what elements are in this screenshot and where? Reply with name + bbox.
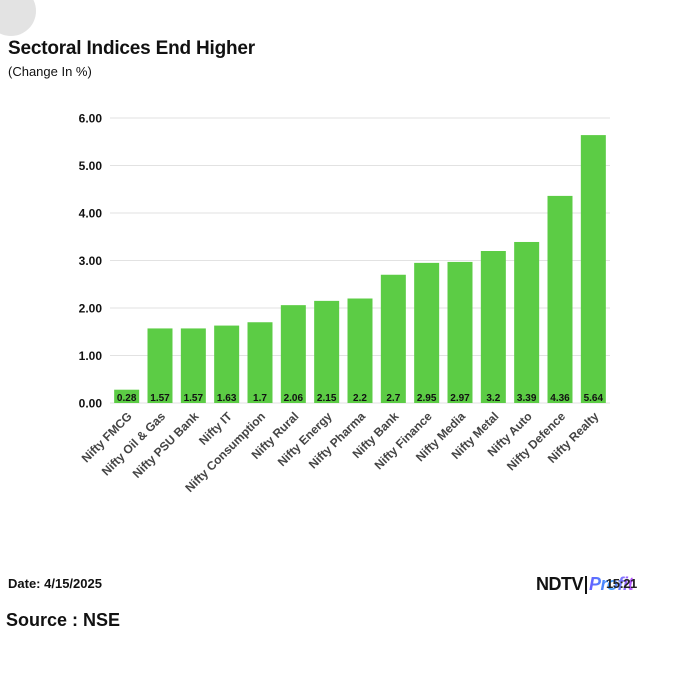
data-label: 1.7 <box>253 393 267 404</box>
data-label: 2.7 <box>386 393 400 404</box>
y-axis: 0.00 1.00 2.00 3.00 4.00 5.00 6.00 <box>79 112 103 411</box>
data-label: 2.06 <box>284 393 304 404</box>
bar <box>214 325 240 403</box>
bar-chart: 0.00 1.00 2.00 3.00 4.00 5.00 6.00 0.28 1.57 1.5… <box>79 112 610 495</box>
data-label: 1.57 <box>184 393 204 404</box>
source-label: Source : NSE <box>6 610 121 630</box>
ndtv-profit-logo: NDTV Profit 15:21 <box>536 574 637 595</box>
data-label: 1.57 <box>150 393 170 404</box>
data-label: 2.2 <box>353 393 367 404</box>
bar <box>447 261 473 403</box>
y-tick-label: 5.00 <box>79 159 103 173</box>
bar <box>280 305 306 403</box>
bar <box>547 195 573 403</box>
data-label: 2.95 <box>417 393 437 404</box>
y-tick-label: 1.00 <box>79 349 103 363</box>
y-tick-label: 6.00 <box>79 112 103 126</box>
bar <box>147 328 173 403</box>
chart-subtitle: (Change In %) <box>8 64 92 79</box>
y-tick-label: 3.00 <box>79 254 103 268</box>
bars: 0.28 1.57 1.57 1.63 1.7 2.06 2.15 2.2 2.7 2.95 2.9… <box>114 135 606 404</box>
data-label: 0.28 <box>117 393 137 404</box>
logo-divider <box>585 575 587 594</box>
data-label: 5.64 <box>584 393 604 404</box>
bar <box>247 322 273 403</box>
bar <box>414 262 440 403</box>
logo-profit-text: Profit <box>589 574 634 594</box>
y-tick-label: 0.00 <box>79 397 103 411</box>
bar <box>314 300 340 403</box>
date-label: Date: 4/15/2025 <box>8 576 102 591</box>
chart-title: Sectoral Indices End Higher <box>8 38 255 59</box>
data-label: 1.63 <box>217 393 237 404</box>
bar <box>514 241 540 403</box>
data-label: 4.36 <box>550 393 570 404</box>
bar <box>580 135 606 403</box>
bar <box>347 298 373 403</box>
y-tick-label: 2.00 <box>79 302 103 316</box>
data-label: 3.39 <box>517 393 537 404</box>
logo-ndtv-text: NDTV <box>536 574 584 594</box>
bar <box>180 328 206 403</box>
data-label: 2.15 <box>317 393 337 404</box>
data-label: 2.97 <box>450 393 470 404</box>
logo-overlay-text: 15:21 <box>606 576 637 591</box>
data-label: 3.2 <box>486 393 500 404</box>
y-tick-label: 4.00 <box>79 207 103 221</box>
bar <box>380 274 406 403</box>
bar <box>114 389 140 403</box>
bar <box>480 251 506 403</box>
